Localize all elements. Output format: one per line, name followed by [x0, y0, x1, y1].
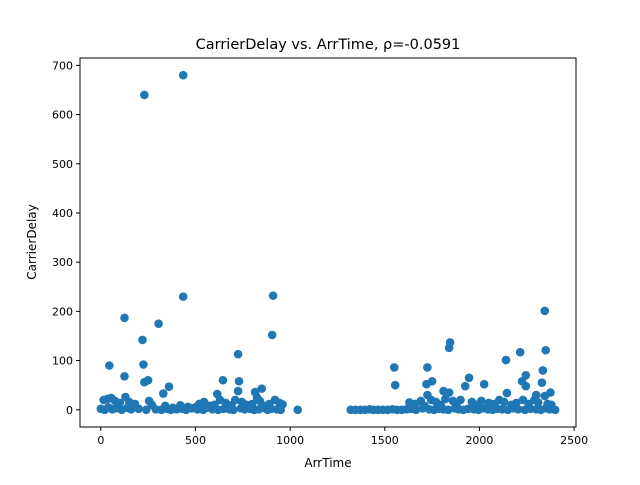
data-point [120, 313, 129, 323]
data-point [533, 398, 543, 407]
x-tick-label: 2000 [465, 434, 493, 447]
y-tick-label: 500 [52, 158, 73, 171]
x-tick-label: 1000 [276, 434, 304, 447]
y-tick-label: 400 [52, 207, 73, 220]
x-ticks: 0 500 1000 1500 2000 2500 [97, 427, 588, 447]
data-point [460, 381, 470, 391]
data-point [267, 330, 277, 340]
y-tick-label: 700 [52, 59, 73, 72]
data-point [550, 405, 560, 415]
data-point [230, 395, 240, 405]
data-point [389, 363, 399, 372]
data-point [178, 292, 188, 301]
data-point [477, 396, 486, 406]
data-point [444, 388, 454, 397]
data-point [441, 394, 450, 404]
data-point [233, 386, 243, 396]
data-point [143, 375, 153, 385]
data-point [541, 345, 551, 355]
plot-frame [79, 57, 577, 428]
data-point [126, 404, 136, 414]
data-point [513, 404, 523, 414]
data-point [501, 355, 511, 365]
data-point [139, 360, 148, 369]
data-point [178, 70, 188, 80]
y-tick-label: 300 [52, 256, 73, 269]
data-point [154, 319, 163, 328]
points-layer [96, 70, 560, 415]
chart-title: CarrierDelay vs. ArrTime, ρ=-0.0591 [196, 37, 461, 53]
data-point [537, 378, 547, 388]
x-tick-label: 2500 [560, 434, 588, 447]
y-ticks: 0 100 200 300 400 500 600 700 [52, 59, 80, 417]
y-tick-label: 600 [52, 109, 73, 122]
data-point [540, 306, 550, 316]
data-point [105, 361, 114, 370]
data-point [257, 384, 267, 393]
data-point [443, 405, 453, 415]
data-point [444, 343, 454, 353]
data-point [423, 363, 432, 372]
data-point [234, 376, 244, 386]
y-tick-label: 200 [52, 305, 73, 318]
data-point [268, 291, 278, 300]
data-point [164, 382, 174, 391]
x-tick-label: 1500 [371, 434, 399, 447]
data-point [159, 389, 168, 398]
data-point [418, 404, 427, 413]
data-point [479, 379, 489, 389]
data-point [293, 405, 303, 415]
data-point [422, 379, 431, 389]
data-point [229, 405, 238, 415]
data-point [538, 366, 548, 375]
data-point [120, 372, 129, 381]
data-point [411, 405, 421, 415]
data-point [540, 391, 550, 401]
data-point [464, 373, 474, 383]
data-point [502, 388, 512, 398]
data-point [456, 395, 465, 405]
data-point [390, 380, 400, 390]
data-point [255, 396, 265, 406]
data-point [499, 397, 509, 407]
y-axis-label: CarrierDelay [25, 204, 39, 279]
x-axis-label: ArrTime [304, 456, 351, 470]
x-tick-label: 500 [185, 434, 206, 447]
data-point [521, 381, 531, 391]
y-tick-label: 0 [66, 404, 73, 417]
data-point [233, 349, 243, 359]
x-tick-label: 0 [97, 434, 104, 447]
data-point [140, 90, 149, 100]
data-point [276, 405, 285, 415]
data-point [141, 405, 151, 415]
data-point [134, 404, 143, 414]
y-tick-label: 100 [52, 355, 73, 368]
data-point [515, 347, 525, 357]
data-point [218, 375, 228, 385]
data-point [138, 335, 147, 345]
